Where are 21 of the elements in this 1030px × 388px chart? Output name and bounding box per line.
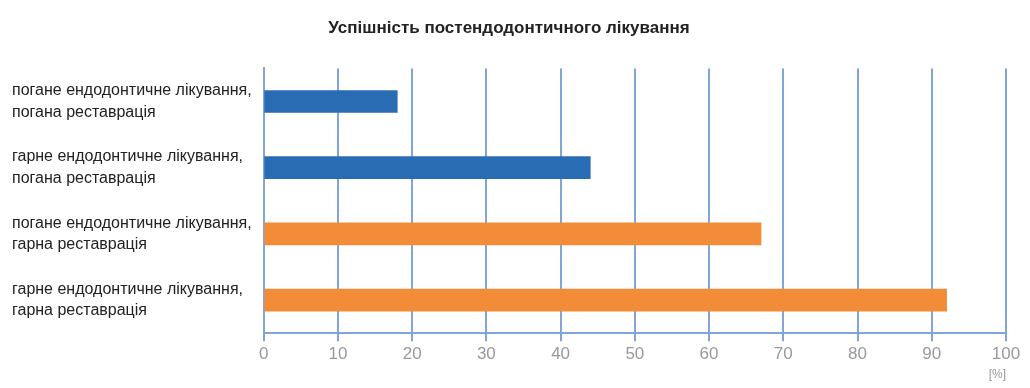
- bar: [264, 156, 591, 180]
- bar: [264, 90, 398, 113]
- y-tick-label: гарне ендодонтичне лікування, погана реставрація: [12, 147, 243, 186]
- x-tick-label: 0: [258, 344, 269, 364]
- x-tick-label: 80: [848, 344, 867, 364]
- x-tick-label: 10: [328, 344, 348, 364]
- y-tick-label: погане ендодонтичне лікування, погана реставрація: [12, 81, 252, 120]
- x-tick-label: 100: [991, 344, 1021, 364]
- x-tick-label: 60: [699, 344, 719, 364]
- x-tick-label: 30: [476, 344, 496, 364]
- bar: [264, 222, 762, 246]
- bar: [264, 288, 947, 312]
- y-tick-label: гарне ендодонтичне лікування, гарна реставрація: [12, 279, 243, 319]
- x-tick-label: 50: [625, 344, 645, 364]
- x-axis-title: [%]: [988, 367, 1006, 382]
- x-tick-label: 90: [922, 344, 942, 364]
- x-tick-label: 70: [773, 344, 793, 364]
- x-tick-label: 20: [402, 344, 422, 364]
- x-tick-label: 40: [551, 344, 571, 364]
- y-tick-label: погане ендодонтичне лікування, гарна реставрація: [12, 213, 252, 253]
- chart-title: Успішність постендодонтичного лікування: [328, 17, 690, 37]
